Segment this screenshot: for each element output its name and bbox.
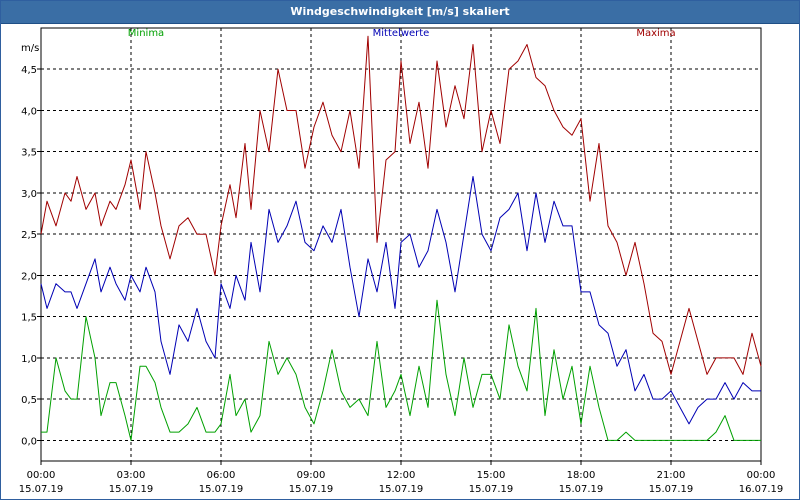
y-axis-label: m/s: [21, 43, 39, 54]
y-tick-label: 1,5: [21, 313, 37, 324]
legend-item-mittelwerte: Mittelwerte: [373, 28, 430, 39]
y-tick-label: 1,0: [21, 354, 37, 365]
x-tick-time: 15:00: [477, 470, 506, 481]
x-tick-time: 00:00: [27, 470, 56, 481]
x-tick-time: 00:00: [747, 470, 776, 481]
x-tick-date: 15.07.19: [649, 484, 694, 495]
x-tick-date: 15.07.19: [109, 484, 154, 495]
tick-labels: 0,0 0,5 1,0 1,5 2,0 2,5 3,0 3,5 4,0 4,5 00:00 15.07…: [19, 65, 784, 495]
x-tick-date: 16.07.19: [739, 484, 784, 495]
x-tick-time: 06:00: [207, 470, 236, 481]
x-tick-time: 03:00: [117, 470, 146, 481]
x-tick-time: 18:00: [567, 470, 596, 481]
y-tick-label: 4,0: [21, 106, 37, 117]
y-tick-label: 4,5: [21, 65, 37, 76]
x-tick-date: 15.07.19: [469, 484, 514, 495]
x-tick-date: 15.07.19: [19, 484, 64, 495]
x-tick-date: 15.07.19: [559, 484, 604, 495]
y-tick-label: 0,0: [21, 436, 37, 447]
y-tick-label: 2,0: [21, 271, 37, 282]
x-tick-time: 12:00: [387, 470, 416, 481]
series-line-minima: [41, 299, 761, 441]
series-line-maxima: [40, 35, 762, 375]
y-tick-label: 3,0: [21, 189, 37, 200]
y-tick-label: 2,5: [21, 230, 37, 241]
y-tick-label: 0,5: [21, 395, 37, 406]
legend: Minima Mittelwerte Maxima: [128, 28, 676, 39]
series-line-mittelwerte: [40, 176, 761, 425]
x-tick-date: 15.07.19: [379, 484, 424, 495]
legend-item-maxima: Maxima: [636, 28, 675, 39]
plot-frame: [40, 27, 762, 462]
series: [40, 35, 762, 441]
y-tick-label: 3,5: [21, 148, 37, 159]
legend-item-minima: Minima: [128, 28, 164, 39]
window-title: Windgeschwindigkeit [m/s] skaliert: [1, 1, 799, 24]
wind-speed-chart: m/s Minima Mittelwerte Maxima 0,0 0,5 1,0 1,5…: [19, 27, 784, 495]
x-tick-date: 15.07.19: [289, 484, 334, 495]
x-tick-date: 15.07.19: [199, 484, 244, 495]
x-tick-time: 09:00: [297, 470, 326, 481]
x-tick-time: 21:00: [657, 470, 686, 481]
axes: [37, 27, 762, 465]
